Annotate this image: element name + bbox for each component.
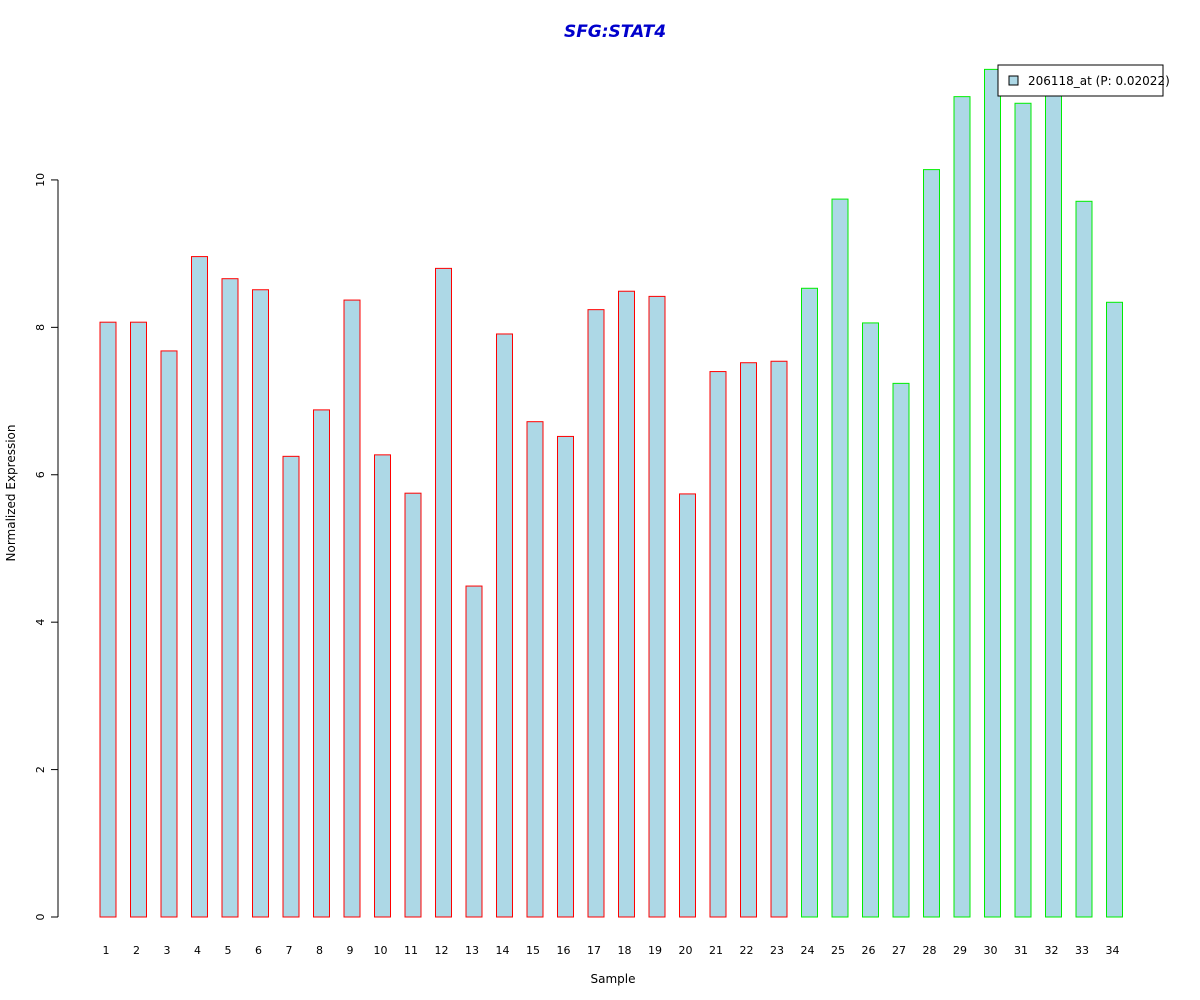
x-tick-label: 34 — [1106, 944, 1120, 957]
x-axis-ticks: 1 2 3 4 5 6 7 8 9 10 11 12 13 14 15 16 17 18 19 20 21 22 23 24 2… — [103, 944, 1120, 957]
x-axis-label: Sample — [591, 972, 636, 986]
x-tick-label: 7 — [286, 944, 293, 957]
x-tick-label: 26 — [862, 944, 876, 957]
x-tick-label: 31 — [1014, 944, 1028, 957]
bar-sample-34 — [1106, 301, 1123, 918]
legend-swatch — [1008, 75, 1019, 86]
x-tick-label: 15 — [526, 944, 540, 957]
bar-sample-27 — [892, 382, 910, 918]
bar-sample-7 — [282, 455, 300, 918]
x-tick-label: 12 — [435, 944, 449, 957]
bar-sample-32 — [1045, 66, 1062, 918]
x-tick-label: 25 — [831, 944, 845, 957]
x-tick-label: 6 — [255, 944, 262, 957]
x-tick-label: 30 — [984, 944, 998, 957]
x-tick-label: 20 — [679, 944, 693, 957]
bar-sample-15 — [526, 421, 544, 918]
x-tick-label: 22 — [740, 944, 754, 957]
legend-label: 206118_at (P: 0.02022) — [1028, 74, 1170, 88]
x-tick-label: 19 — [648, 944, 662, 957]
bar-sample-30 — [984, 68, 1001, 918]
x-tick-label: 17 — [587, 944, 601, 957]
x-tick-label: 16 — [557, 944, 571, 957]
bar-sample-20 — [679, 493, 696, 918]
bar-sample-29 — [953, 96, 971, 918]
bar-sample-28 — [923, 169, 940, 918]
y-tick-label: 4 — [34, 619, 47, 626]
y-tick-label: 0 — [34, 914, 47, 921]
chart-title: SFG:STAT4 — [564, 22, 666, 42]
y-axis-label: Normalized Expression — [4, 424, 18, 561]
x-tick-label: 24 — [801, 944, 815, 957]
y-tick-label: 10 — [34, 173, 47, 187]
bar-sample-4 — [191, 256, 208, 918]
bar-sample-23 — [770, 360, 788, 918]
bar-sample-8 — [313, 409, 330, 918]
x-tick-label: 32 — [1045, 944, 1059, 957]
bar-sample-10 — [374, 454, 391, 918]
legend-box — [997, 64, 1164, 97]
bar-sample-18 — [618, 290, 635, 918]
x-tick-label: 1 — [103, 944, 110, 957]
bar-sample-11 — [404, 492, 422, 918]
x-tick-label: 18 — [618, 944, 632, 957]
legend: 206118_at (P: 0.02022) — [997, 64, 1170, 97]
bar-sample-5 — [221, 278, 239, 918]
x-tick-label: 11 — [404, 944, 418, 957]
bar-sample-3 — [160, 350, 178, 918]
x-tick-label: 5 — [225, 944, 232, 957]
bar-sample-25 — [831, 198, 849, 918]
x-tick-label: 28 — [923, 944, 937, 957]
x-tick-label: 9 — [347, 944, 354, 957]
bar-sample-21 — [709, 371, 727, 918]
x-tick-label: 14 — [496, 944, 510, 957]
bar-sample-13 — [465, 585, 483, 918]
x-tick-label: 4 — [194, 944, 201, 957]
bar-sample-6 — [252, 289, 269, 918]
y-tick-label: 2 — [34, 766, 47, 773]
x-tick-label: 21 — [709, 944, 723, 957]
bar-sample-2 — [130, 321, 147, 918]
bar-sample-22 — [740, 362, 757, 918]
bar-sample-24 — [801, 287, 818, 918]
bar-sample-19 — [648, 295, 666, 918]
bar-sample-9 — [343, 299, 361, 918]
bar-sample-1 — [99, 321, 117, 918]
x-tick-label: 29 — [953, 944, 967, 957]
bar-sample-14 — [496, 333, 513, 918]
x-tick-label: 27 — [892, 944, 906, 957]
x-tick-label: 10 — [374, 944, 388, 957]
y-tick-label: 8 — [34, 324, 47, 331]
y-axis: 0 2 4 6 8 10 — [34, 173, 59, 921]
y-tick-label: 6 — [34, 471, 47, 478]
x-tick-label: 13 — [465, 944, 479, 957]
bar-sample-12 — [435, 267, 452, 918]
bar-sample-17 — [587, 309, 605, 918]
x-tick-label: 3 — [164, 944, 171, 957]
x-tick-label: 2 — [133, 944, 140, 957]
bar-sample-16 — [557, 435, 574, 918]
x-tick-label: 33 — [1075, 944, 1089, 957]
x-tick-label: 23 — [770, 944, 784, 957]
x-tick-label: 8 — [316, 944, 323, 957]
bar-sample-26 — [862, 322, 879, 918]
bar-sample-33 — [1075, 200, 1093, 918]
bars — [99, 66, 1123, 918]
bar-sample-31 — [1014, 102, 1032, 918]
